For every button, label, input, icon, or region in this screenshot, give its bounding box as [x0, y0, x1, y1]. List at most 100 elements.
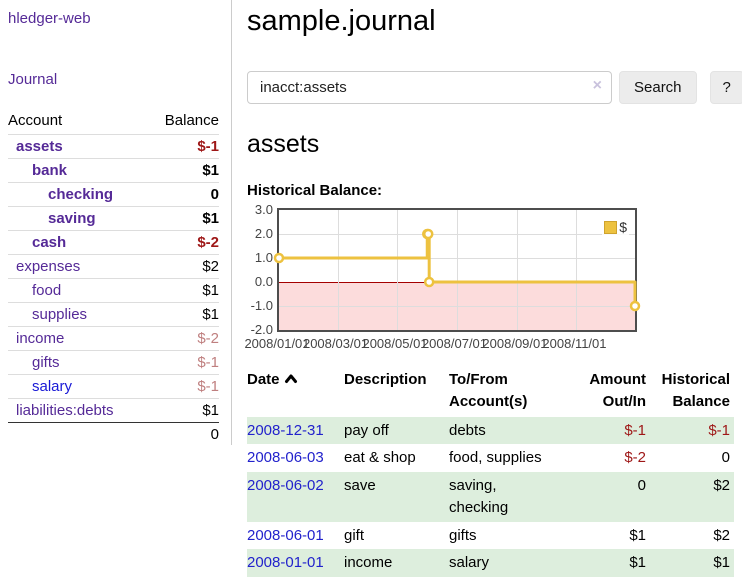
account-link[interactable]: income: [16, 330, 65, 347]
transaction-balance: $1: [650, 549, 734, 577]
help-button[interactable]: ?: [709, 71, 742, 104]
accounts-total-row: 0: [8, 422, 219, 446]
transaction-description: income: [344, 549, 449, 577]
transaction-description: pay off: [344, 416, 449, 445]
account-link[interactable]: liabilities:debts: [16, 402, 114, 419]
transaction-amount: $1: [559, 549, 650, 577]
y-tick-label: 0.0: [254, 274, 273, 289]
x-tick-label: 2008/01/01: [244, 336, 310, 351]
clear-search-icon[interactable]: ×: [592, 77, 602, 94]
register-header-date[interactable]: Date: [247, 367, 344, 417]
x-tick-label: 2008/05/01: [362, 336, 428, 351]
x-tick-label: 2008/11/01: [542, 336, 607, 351]
transaction-description: save: [344, 472, 449, 522]
search-button[interactable]: Search: [619, 71, 697, 104]
sidebar: hledger-web Journal Account Balance asse…: [0, 0, 232, 446]
register-table: Date Description To/From Account(s) Amoun…: [247, 367, 734, 577]
transaction-balance: $2: [650, 472, 734, 522]
register-row: 2008-06-03 eat & shop food, supplies $-2 0: [247, 444, 734, 472]
chart-plot-area: $: [273, 208, 641, 332]
account-title: assets: [247, 130, 320, 158]
transaction-description: gift: [344, 526, 365, 544]
account-balance: $1: [147, 398, 219, 423]
register-header-amount: Amount Out/In: [589, 371, 646, 410]
page-title: sample.journal: [247, 5, 436, 37]
chart-legend: $: [602, 218, 629, 236]
transaction-date-link[interactable]: 2008-06-03: [247, 449, 324, 467]
transaction-accounts: food, supplies: [449, 449, 542, 467]
transaction-amount: $-2: [624, 449, 646, 467]
legend-label: $: [619, 219, 627, 235]
y-tick-label: -2.0: [250, 322, 273, 337]
account-balance: $2: [147, 254, 219, 279]
main-content: sample.journal × Search ? assets Histori…: [244, 0, 742, 577]
account-row: supplies $1: [8, 302, 219, 327]
register-header-balance: Historical Balance: [661, 371, 730, 410]
register-row: 2008-12-31 pay off debts $-1 $-1: [247, 416, 734, 445]
account-row: food $1: [8, 278, 219, 303]
transaction-date-link[interactable]: 2008-01-01: [247, 554, 324, 572]
account-link[interactable]: checking: [48, 186, 114, 203]
accounts-table: Account Balance assets $-1 bank $1 checking 0…: [8, 109, 219, 446]
account-link[interactable]: cash: [32, 234, 67, 251]
account-link[interactable]: assets: [16, 138, 63, 155]
register-row: 2008-06-01 gift gifts $1 $2: [247, 522, 734, 550]
register-row: 2008-06-02 save saving, checking 0 $2: [247, 472, 734, 522]
accounts-total-value: 0: [147, 422, 219, 446]
account-balance: 0: [147, 182, 219, 207]
transaction-accounts: gifts: [449, 526, 477, 544]
search-form: × Search ?: [247, 71, 742, 104]
transaction-accounts: debts: [449, 416, 559, 445]
account-link[interactable]: expenses: [16, 258, 81, 275]
account-link[interactable]: food: [32, 282, 62, 299]
account-row: salary $-1: [8, 374, 219, 399]
accounts-header-account: Account: [8, 112, 63, 129]
transaction-amount: $-1: [559, 416, 650, 445]
x-tick-label: 2008/09/01: [482, 336, 548, 351]
account-balance: $1: [147, 278, 219, 303]
x-tick-label: 2008/03/01: [302, 336, 369, 351]
account-link[interactable]: gifts: [32, 354, 60, 371]
transaction-accounts: salary: [449, 549, 559, 577]
account-row: gifts $-1: [8, 350, 219, 375]
account-balance: $-2: [147, 230, 219, 255]
transaction-date-link[interactable]: 2008-06-01: [247, 526, 324, 544]
search-input[interactable]: [247, 71, 612, 104]
nav-journal-link[interactable]: Journal: [8, 71, 58, 88]
account-balance: $-1: [147, 134, 219, 159]
transaction-amount: $1: [629, 526, 646, 544]
transaction-date-link[interactable]: 2008-12-31: [247, 421, 324, 439]
historical-balance-chart[interactable]: 3.0 2.0 1.0 0.0 -1.0 -2.0 $ 2008/01/01 2008/03…: [244, 202, 641, 351]
legend-swatch-icon: [604, 220, 618, 234]
transaction-balance: $2: [713, 526, 730, 544]
brand-link[interactable]: hledger-web: [8, 10, 91, 27]
sort-ascending-icon: [284, 374, 297, 383]
account-balance: $-1: [147, 374, 219, 399]
account-link[interactable]: bank: [32, 162, 68, 179]
account-row: bank $1: [8, 158, 219, 183]
y-tick-label: 2.0: [254, 226, 273, 241]
register-row: 2008-01-01 income salary $1 $1: [247, 549, 734, 577]
register-header-description: Description: [344, 371, 427, 388]
account-row: expenses $2: [8, 254, 219, 279]
account-link[interactable]: salary: [32, 378, 73, 395]
account-balance: $1: [147, 206, 219, 231]
transaction-date-link[interactable]: 2008-06-02: [247, 477, 324, 494]
account-balance: $1: [147, 158, 219, 183]
account-row: assets $-1: [8, 134, 219, 159]
transaction-description: eat & shop: [344, 449, 416, 467]
account-balance: $1: [147, 302, 219, 327]
account-link[interactable]: saving: [48, 210, 96, 227]
transaction-amount: 0: [559, 472, 650, 522]
chart-label: Historical Balance:: [247, 182, 383, 199]
account-balance: $-1: [147, 350, 219, 375]
account-row: checking 0: [8, 182, 219, 207]
account-row: income $-2: [8, 326, 219, 351]
y-tick-label: 1.0: [254, 250, 273, 265]
transaction-accounts: saving, checking: [449, 472, 559, 522]
account-row: cash $-2: [8, 230, 219, 255]
account-row: saving $1: [8, 206, 219, 231]
y-tick-label: -1.0: [250, 298, 273, 313]
account-link[interactable]: supplies: [32, 306, 88, 323]
y-tick-label: 3.0: [254, 202, 273, 217]
